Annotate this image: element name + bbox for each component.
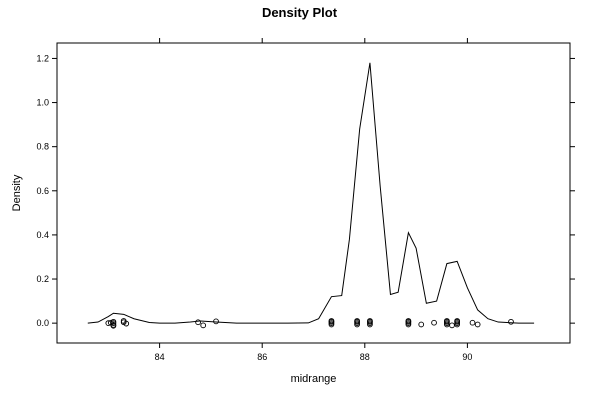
rug-point — [508, 318, 514, 325]
rug-point — [418, 321, 425, 328]
y-tick-label: 1.2 — [36, 53, 49, 63]
rug-points-layer — [105, 318, 514, 329]
y-tick-label: 0.2 — [36, 274, 49, 284]
rug-point — [405, 318, 412, 324]
density-curve-layer — [87, 62, 535, 324]
rug-point — [454, 318, 460, 324]
rug-point — [328, 321, 335, 328]
rug-point — [354, 318, 360, 324]
x-axis-label: midrange — [291, 373, 337, 385]
y-tick-label: 1.0 — [36, 98, 49, 108]
rug-point — [367, 321, 373, 328]
rug-point — [444, 321, 450, 328]
rug-point — [431, 319, 437, 326]
x-tick-label: 88 — [360, 352, 370, 362]
rug-point — [469, 319, 476, 326]
y-tick-label: 0.0 — [36, 318, 49, 328]
rug-point — [354, 321, 360, 328]
x-tick-label: 84 — [155, 352, 165, 362]
chart-title: Density Plot — [262, 5, 338, 20]
rug-point — [328, 318, 335, 324]
rug-point — [454, 321, 460, 328]
rug-point — [367, 318, 373, 324]
rug-point — [444, 318, 450, 324]
x-tick-label: 90 — [462, 352, 472, 362]
rug-point — [110, 318, 117, 325]
rug-point — [474, 321, 481, 328]
rug-point — [123, 320, 130, 327]
rug-point — [110, 322, 117, 329]
y-axis-label: Density — [11, 174, 23, 211]
rug-point — [213, 318, 219, 325]
y-tick-label: 0.6 — [36, 186, 49, 196]
x-tick-label: 86 — [257, 352, 267, 362]
rug-point — [195, 319, 201, 326]
axis-ticks: 84 86 88 90 0.0 0.2 0.4 0.6 0.8 1.0 1.2 — [36, 38, 575, 362]
rug-point — [200, 322, 207, 329]
rug-point — [405, 321, 412, 328]
y-tick-label: 0.4 — [36, 230, 49, 240]
rug-point — [449, 322, 455, 329]
plot-frame — [56, 42, 571, 344]
y-tick-label: 0.8 — [36, 142, 49, 152]
density-curve-line-0 — [87, 62, 535, 324]
